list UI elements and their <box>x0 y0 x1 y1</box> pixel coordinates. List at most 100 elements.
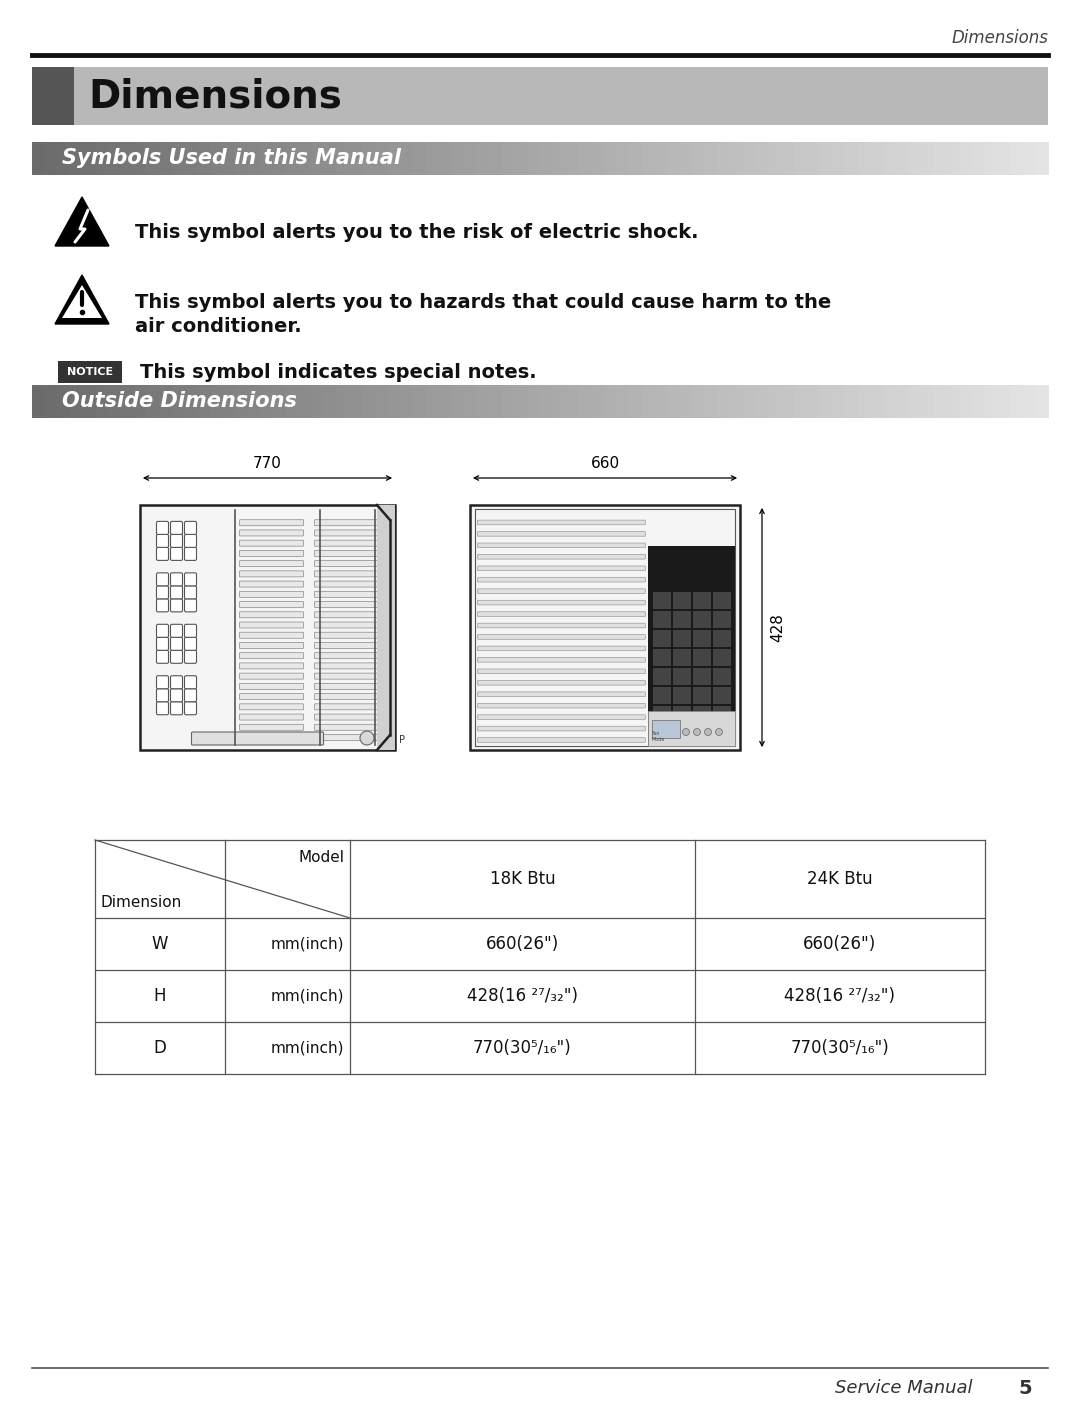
Bar <box>895 142 909 176</box>
Bar <box>502 385 515 419</box>
Bar <box>730 142 744 176</box>
Bar <box>673 649 690 666</box>
Bar <box>692 725 711 742</box>
Bar <box>185 142 198 176</box>
Bar <box>648 711 735 746</box>
FancyBboxPatch shape <box>314 592 378 597</box>
FancyBboxPatch shape <box>240 724 303 731</box>
Bar <box>997 142 1011 176</box>
FancyBboxPatch shape <box>171 534 183 548</box>
FancyBboxPatch shape <box>240 582 303 587</box>
FancyBboxPatch shape <box>314 632 378 638</box>
Bar <box>286 142 300 176</box>
Bar <box>648 547 735 746</box>
Polygon shape <box>55 275 109 325</box>
Bar <box>311 385 325 419</box>
Bar <box>705 142 719 176</box>
Text: W: W <box>152 934 168 953</box>
Text: 770: 770 <box>253 457 282 472</box>
Bar <box>667 142 680 176</box>
Bar <box>185 385 198 419</box>
Bar <box>413 142 427 176</box>
FancyBboxPatch shape <box>240 714 303 719</box>
Bar <box>463 142 477 176</box>
FancyBboxPatch shape <box>314 611 378 618</box>
Bar <box>769 142 782 176</box>
Bar <box>997 385 1011 419</box>
Bar <box>642 142 656 176</box>
Bar <box>972 385 986 419</box>
Bar <box>260 385 274 419</box>
Bar <box>730 385 744 419</box>
Text: 660(26"): 660(26") <box>486 934 559 953</box>
Bar <box>845 142 859 176</box>
Text: Dimensions: Dimensions <box>87 77 342 115</box>
FancyBboxPatch shape <box>477 646 646 651</box>
Text: Dimensions: Dimensions <box>951 30 1048 46</box>
FancyBboxPatch shape <box>171 586 183 599</box>
Bar <box>273 385 287 419</box>
Bar <box>652 719 680 738</box>
FancyBboxPatch shape <box>157 688 168 701</box>
FancyBboxPatch shape <box>240 673 303 679</box>
Text: Fan
Mode: Fan Mode <box>652 731 665 742</box>
Bar <box>934 385 947 419</box>
Bar <box>172 142 186 176</box>
Bar <box>514 142 528 176</box>
Bar <box>502 142 515 176</box>
Bar <box>883 385 896 419</box>
Text: This symbol alerts you to the risk of electric shock.: This symbol alerts you to the risk of el… <box>135 222 699 242</box>
Bar <box>140 504 395 750</box>
FancyBboxPatch shape <box>240 683 303 690</box>
Bar <box>350 142 363 176</box>
Bar <box>713 705 730 724</box>
FancyBboxPatch shape <box>314 724 378 731</box>
Bar <box>713 592 730 608</box>
Bar <box>451 385 464 419</box>
Bar <box>95 385 109 419</box>
Bar <box>489 142 503 176</box>
Bar <box>743 385 757 419</box>
Bar <box>858 142 872 176</box>
Bar <box>413 385 427 419</box>
Bar <box>273 142 287 176</box>
Bar <box>921 385 934 419</box>
Bar <box>604 385 617 419</box>
Bar <box>652 667 671 686</box>
Bar <box>337 385 351 419</box>
Bar <box>83 385 96 419</box>
FancyBboxPatch shape <box>477 635 646 639</box>
Bar <box>1023 142 1037 176</box>
Circle shape <box>693 729 701 735</box>
FancyBboxPatch shape <box>157 586 168 599</box>
FancyBboxPatch shape <box>477 577 646 582</box>
FancyBboxPatch shape <box>185 534 197 548</box>
Bar <box>959 385 973 419</box>
FancyBboxPatch shape <box>157 676 168 688</box>
Text: mm(inch): mm(inch) <box>270 937 345 951</box>
Bar <box>832 142 846 176</box>
Bar <box>673 611 690 628</box>
Bar <box>463 385 477 419</box>
FancyBboxPatch shape <box>240 622 303 628</box>
Bar <box>388 385 402 419</box>
FancyBboxPatch shape <box>240 561 303 566</box>
Bar <box>642 385 656 419</box>
FancyBboxPatch shape <box>240 520 303 525</box>
Bar <box>652 592 671 608</box>
Polygon shape <box>62 285 102 318</box>
FancyBboxPatch shape <box>477 658 646 662</box>
FancyBboxPatch shape <box>157 521 168 534</box>
FancyBboxPatch shape <box>477 680 646 686</box>
Bar <box>820 142 833 176</box>
Bar <box>44 385 58 419</box>
FancyBboxPatch shape <box>314 642 378 649</box>
Bar <box>438 142 453 176</box>
Bar <box>197 142 211 176</box>
Bar <box>57 142 71 176</box>
Bar <box>553 142 566 176</box>
Bar <box>604 142 617 176</box>
FancyBboxPatch shape <box>477 704 646 708</box>
Bar <box>673 667 690 686</box>
Bar <box>566 385 579 419</box>
